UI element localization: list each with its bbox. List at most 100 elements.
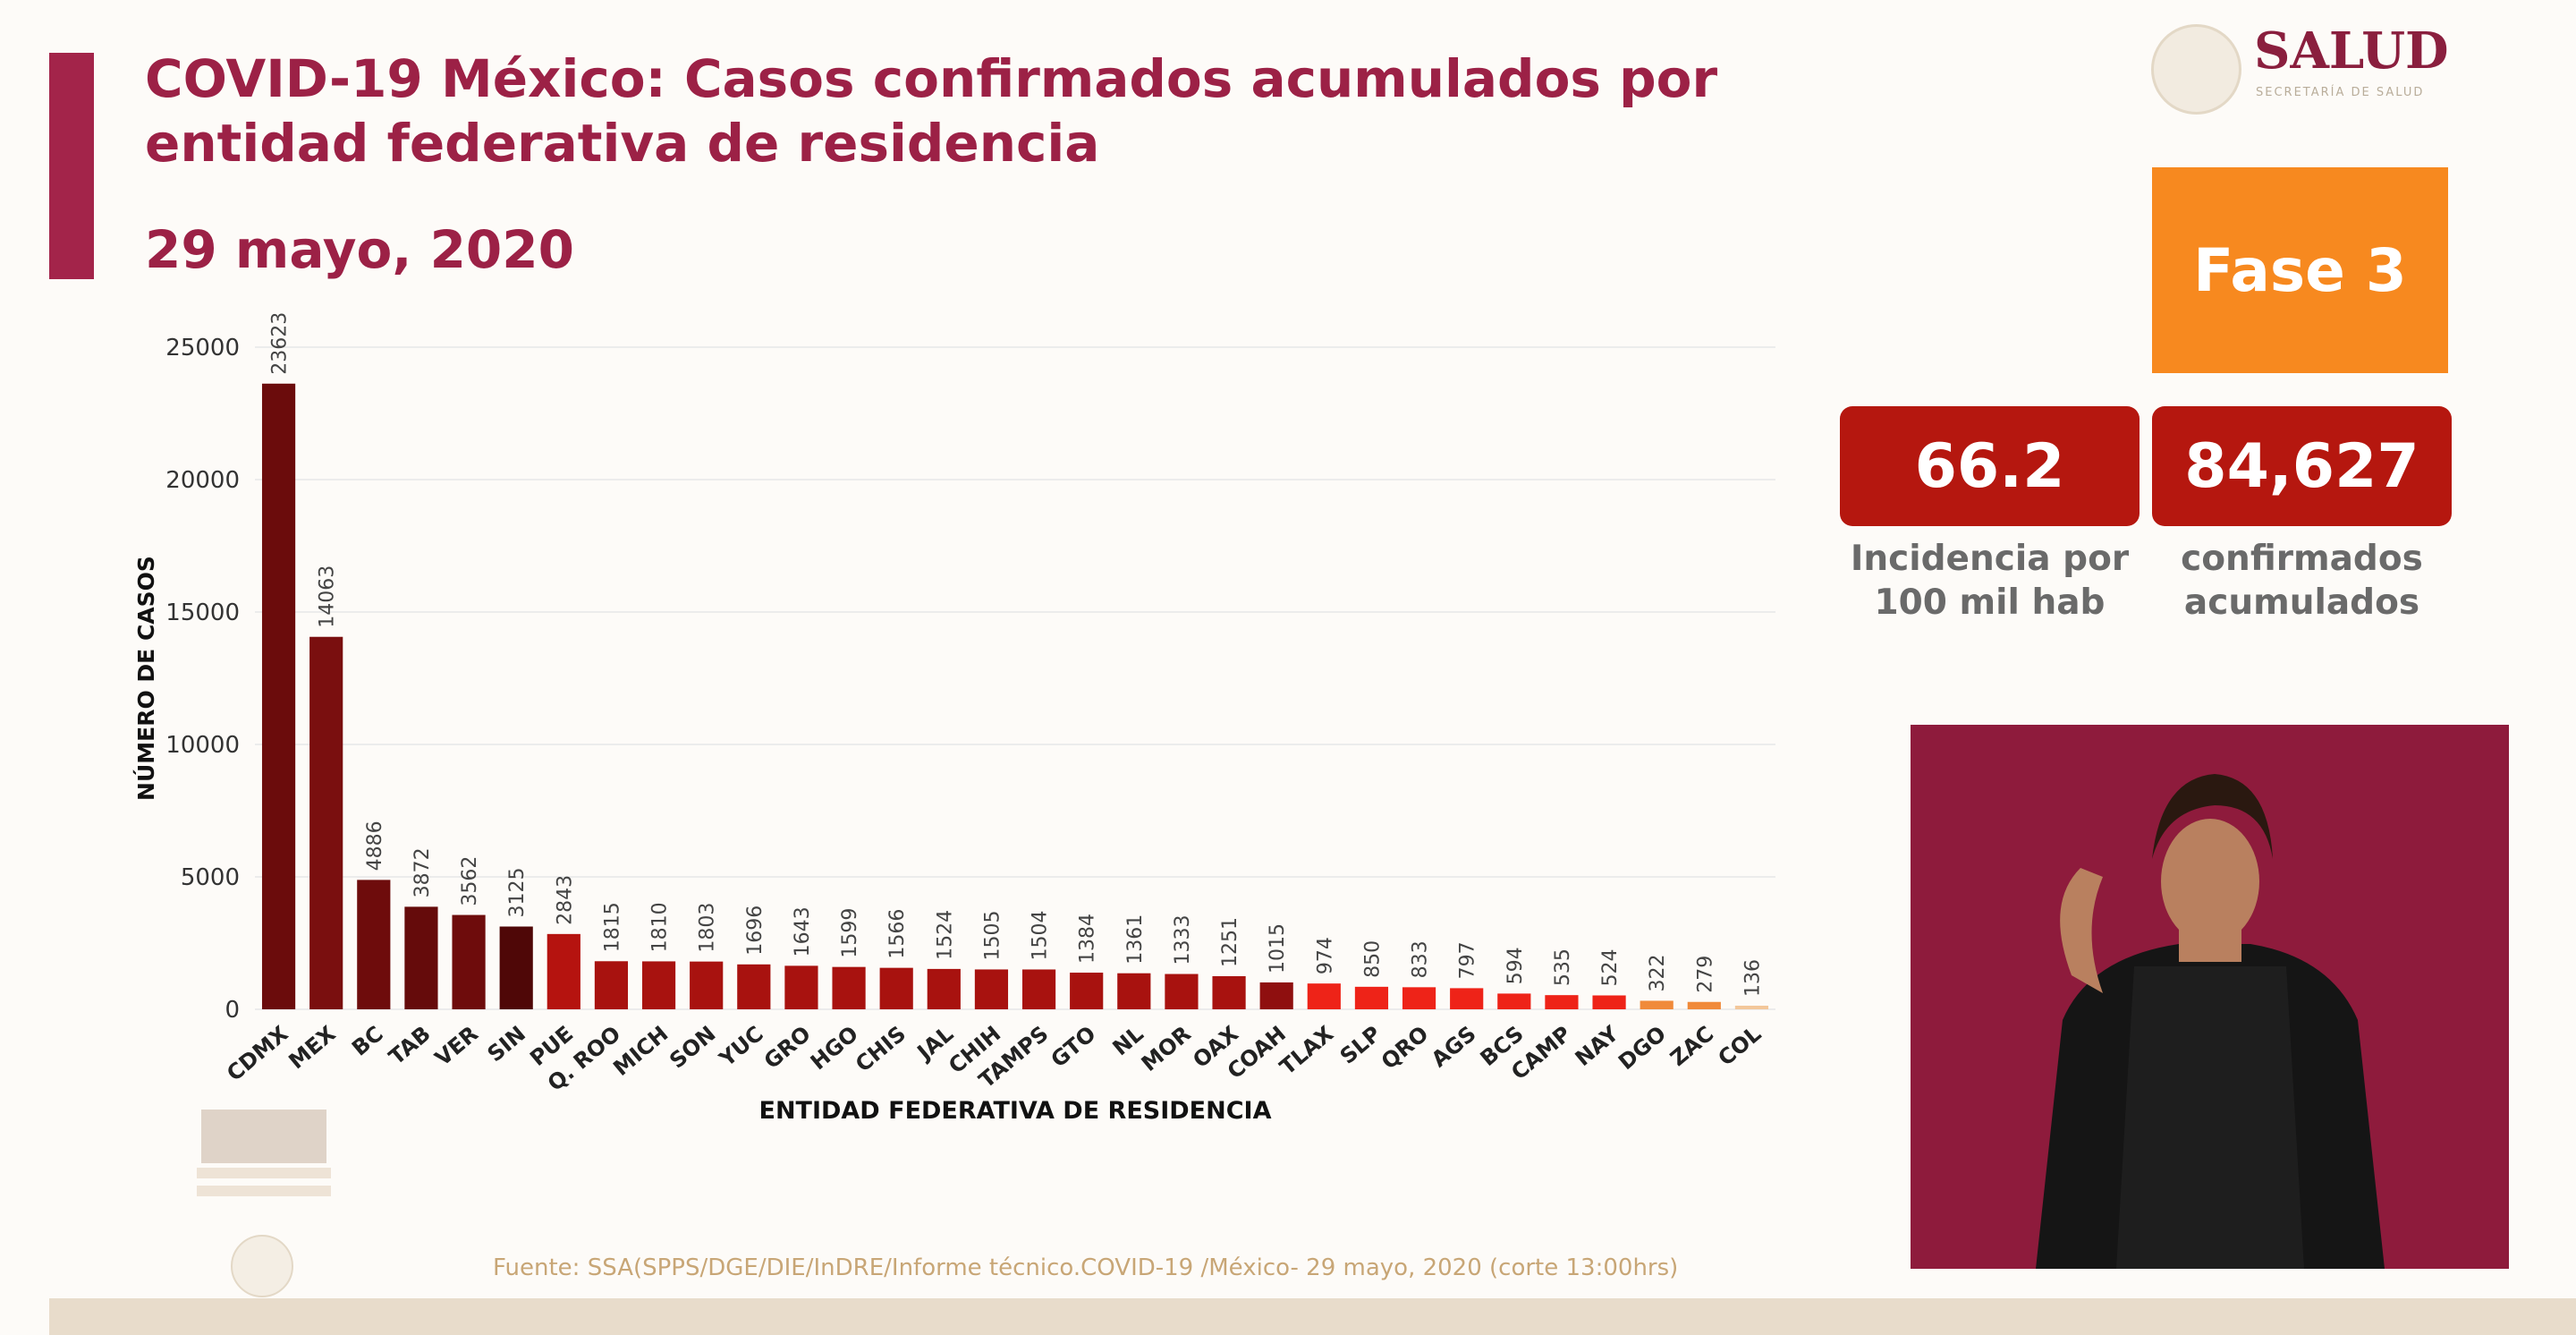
data-label: 1333	[1172, 915, 1194, 965]
data-label: 1803	[697, 903, 719, 953]
data-label: 535	[1552, 948, 1574, 986]
x-tick-label: MICH	[608, 1021, 673, 1081]
bar-zac	[1687, 1001, 1721, 1009]
bar-gto	[1070, 973, 1104, 1009]
x-tick-label: TAB	[384, 1021, 435, 1069]
bar-chih	[974, 969, 1009, 1009]
x-tick-label: SIN	[483, 1021, 530, 1067]
x-tick-label: YUC	[714, 1021, 768, 1072]
x-tick-label: VER	[430, 1021, 483, 1071]
x-tick-label: ZAC	[1665, 1021, 1718, 1071]
x-tick-label: GTO	[1046, 1021, 1101, 1072]
bar-qroo	[594, 961, 629, 1009]
data-label: 3562	[459, 856, 481, 906]
x-tick-label: SLP	[1335, 1021, 1385, 1069]
data-label: 1361	[1124, 914, 1147, 965]
bar-mor	[1165, 974, 1199, 1009]
x-tick-label: CDMX	[222, 1021, 293, 1086]
bar-chart: 0 5000 10000 15000 20000 25000 23623 CDMX 14063 M…	[132, 312, 1775, 1125]
bar-tab	[404, 906, 438, 1009]
interpreter-figure	[2036, 774, 2385, 1269]
x-tick-label: MEX	[284, 1021, 341, 1075]
bar-ver	[452, 914, 486, 1009]
bar-col	[1734, 1005, 1769, 1009]
data-label: 1566	[886, 909, 909, 959]
data-label: 524	[1599, 948, 1622, 986]
bar-tlax	[1307, 983, 1341, 1009]
x-tick-label: NAY	[1571, 1021, 1624, 1071]
bar-ags	[1450, 988, 1484, 1009]
y-axis-title: NÚMERO DE CASOS	[132, 556, 159, 801]
bar-coah	[1259, 982, 1293, 1009]
kpi-incidence-label: Incidencia por 100 mil hab	[1840, 537, 2140, 625]
x-tick-label: MOR	[1137, 1021, 1196, 1076]
data-label: 1810	[649, 902, 672, 952]
data-label: 2843	[554, 875, 576, 925]
data-label: 23623	[269, 312, 292, 375]
bar-pue	[547, 933, 580, 1009]
x-tick-label: CHIS	[851, 1021, 911, 1077]
data-label: 1696	[744, 906, 767, 956]
x-tick-label: AGS	[1427, 1021, 1481, 1072]
kpi-confirmed-value: 84,627	[2152, 406, 2452, 526]
x-tick-label: HGO	[806, 1021, 863, 1075]
report-date: 29 mayo, 2020	[145, 219, 575, 280]
data-label: 797	[1457, 941, 1479, 979]
data-label: 3125	[506, 868, 529, 918]
y-tick-label: 20000	[165, 467, 240, 494]
data-label: 279	[1694, 956, 1716, 993]
bar-son	[690, 961, 724, 1009]
bar-hgo	[832, 966, 866, 1009]
bar-camp	[1545, 995, 1579, 1009]
phase-badge: Fase 3	[2152, 167, 2448, 373]
data-label: 1643	[792, 906, 814, 957]
bar-sin	[499, 926, 533, 1009]
y-tick-label: 25000	[165, 335, 240, 361]
kpi-confirmed-label-line1: confirmados	[2181, 539, 2423, 579]
national-seal-icon	[2151, 24, 2241, 115]
bar-nl	[1117, 973, 1151, 1009]
bar-mich	[641, 961, 676, 1009]
logo-subtitle: SECRETARÍA DE SALUD	[2256, 86, 2425, 99]
bar-bcs	[1497, 993, 1531, 1009]
x-tick-label: GRO	[759, 1021, 816, 1074]
data-label: 1015	[1267, 923, 1289, 974]
y-tick-label: 15000	[165, 599, 240, 626]
page-title: COVID-19 México: Casos confirmados acumu…	[145, 48, 1718, 174]
x-tick-label: SON	[665, 1021, 720, 1074]
kpi-incidence-label-line1: Incidencia por	[1850, 539, 2130, 579]
x-tick-label: TLAX	[1275, 1021, 1339, 1080]
data-label: 4886	[364, 821, 386, 871]
data-label: 833	[1410, 940, 1432, 978]
data-label: 974	[1314, 937, 1336, 974]
bottom-strip	[49, 1298, 2576, 1335]
bar-oax	[1212, 975, 1246, 1009]
bar-nay	[1592, 995, 1626, 1009]
source-footnote: Fuente: SSA(SPPS/DGE/DIE/InDRE/Informe t…	[493, 1254, 1679, 1281]
salud-logo: SALUD SECRETARÍA DE SALUD	[2151, 20, 2473, 115]
data-label: 1384	[1077, 914, 1099, 964]
kpi-incidence-value: 66.2	[1840, 406, 2140, 526]
data-label: 322	[1647, 954, 1669, 991]
data-label: 1599	[839, 908, 861, 958]
data-label: 14063	[317, 565, 339, 628]
sign-language-interpreter-video	[1911, 725, 2509, 1269]
data-label: 1505	[981, 910, 1004, 960]
kpi-confirmed-label: confirmados acumulados	[2152, 537, 2452, 625]
x-tick-label: QRO	[1377, 1021, 1433, 1075]
logo-name: SALUD	[2254, 21, 2449, 81]
bar-slp	[1354, 986, 1389, 1009]
y-tick-label: 10000	[165, 732, 240, 759]
bar-gro	[784, 965, 818, 1009]
data-label: 1251	[1219, 917, 1241, 967]
bar-mex	[309, 636, 343, 1009]
bar-tamps	[1021, 969, 1056, 1009]
data-label: 1504	[1030, 910, 1052, 960]
accent-bar	[49, 53, 94, 279]
x-tick-label: BC	[347, 1021, 388, 1061]
y-tick-label: 5000	[181, 864, 240, 891]
x-tick-label: COL	[1713, 1021, 1766, 1071]
kpi-confirmed-label-line2: acumulados	[2183, 582, 2420, 623]
data-label: 136	[1741, 959, 1764, 997]
data-label: 3872	[411, 847, 434, 897]
